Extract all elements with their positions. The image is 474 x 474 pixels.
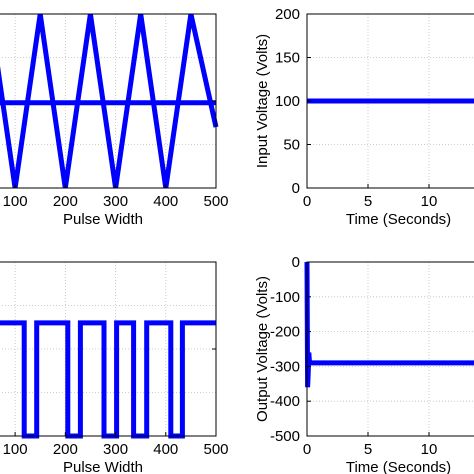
tr-ytick-label-1: 150 (275, 50, 300, 67)
tl-x-axis-label: Pulse Width (63, 211, 143, 228)
br-ytick-label-0: 0 (292, 254, 300, 271)
tr-xtick-label-1: 5 (364, 193, 372, 210)
br-x-axis-label: Time (Seconds) (346, 459, 451, 474)
tr-y-axis-label: Input Voltage (Volts) (254, 34, 271, 168)
bl-series-line-0 (0, 320, 216, 439)
br-ytick-label-3: -300 (270, 358, 300, 375)
br-ytick-label-2: -200 (270, 324, 300, 341)
br-xtick-label-1: 5 (364, 441, 372, 458)
tr-xtick-label-2: 10 (421, 193, 438, 210)
br-ytick-label-5: -500 (270, 428, 300, 445)
br-ytick-label-1: -100 (270, 289, 300, 306)
tl-xtick-label-3: 400 (153, 193, 178, 210)
tl-xtick-label-0: 100 (3, 193, 28, 210)
br-y-axis-label: Output Voltage (Volts) (254, 276, 271, 422)
tr-ytick-label-4: 0 (292, 180, 300, 197)
br-xtick-label-0: 0 (303, 441, 311, 458)
br-ytick-label-4: -400 (270, 393, 300, 410)
bl-xtick-label-1: 200 (53, 441, 78, 458)
tl-xtick-label-1: 200 (53, 193, 78, 210)
bl-xtick-label-3: 400 (153, 441, 178, 458)
bl-x-axis-label: Pulse Width (63, 459, 143, 474)
br-axes-frame (306, 261, 474, 437)
bl-xtick-label-0: 100 (3, 441, 28, 458)
br-series-line-0 (304, 261, 474, 388)
tl-xtick-label-2: 300 (103, 193, 128, 210)
br-xtick-label-2: 10 (421, 441, 438, 458)
bl-xtick-label-2: 300 (103, 441, 128, 458)
tr-ytick-label-0: 200 (275, 6, 300, 23)
bl-xtick-label-4: 500 (203, 441, 228, 458)
tr-ytick-label-3: 50 (283, 137, 300, 154)
tr-x-axis-label: Time (Seconds) (346, 211, 451, 228)
tr-xtick-label-0: 0 (303, 193, 311, 210)
tr-ytick-label-2: 100 (275, 93, 300, 110)
tl-xtick-label-4: 500 (203, 193, 228, 210)
